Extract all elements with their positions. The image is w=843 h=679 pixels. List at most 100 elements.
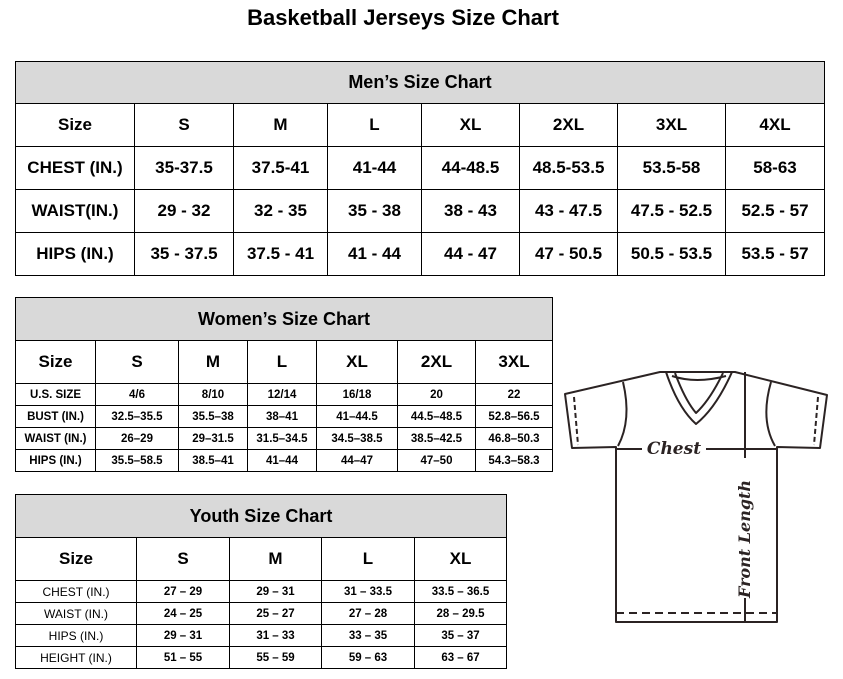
table-row: BUST (IN.) 32.5–35.5 35.5–38 38–41 41–44.5 44… (15, 405, 554, 428)
table-cell: 53.5 - 57 (725, 232, 825, 276)
header-row: Size S M L XL 2XL 3XL 4XL (15, 103, 825, 147)
mens-size-table: Men’s Size Chart Size S M L XL 2XL 3XL 4XL CHEST… (15, 61, 825, 276)
table-row: CHEST (IN.) 35-37.5 37.5-41 41-44 44-48.5 48.… (15, 146, 825, 190)
table-cell: 4XL (725, 103, 825, 147)
table-cell: 38 - 43 (421, 189, 520, 233)
table-cell: 41 - 44 (327, 232, 422, 276)
right-armhole (765, 381, 776, 447)
table-cell: 44 - 47 (421, 232, 520, 276)
chest-label: Chest (647, 439, 701, 459)
table-cell: S (136, 537, 230, 581)
youth-table-caption: Youth Size Chart (14, 494, 508, 538)
table-row: WAIST (IN.) 24 – 25 25 – 27 27 – 28 28 – 29.… (15, 602, 508, 625)
table-cell: XL (316, 340, 398, 384)
table-cell: 41–44 (247, 449, 317, 472)
row-label: WAIST (IN.) (15, 602, 137, 625)
table-cell: 3XL (474, 340, 554, 384)
collar-inner (674, 372, 724, 414)
table-cell: 54.3–58.3 (474, 449, 554, 472)
table-cell: 3XL (617, 103, 726, 147)
table-cell: 35 – 37 (413, 624, 508, 647)
row-label: HIPS (IN.) (15, 624, 137, 647)
youth-size-table: Youth Size Chart Size S M L XL CHEST (IN.) 27 … (14, 494, 508, 669)
table-row: HIPS (IN.) 35.5–58.5 38.5–41 41–44 44–47 47–5… (15, 449, 554, 472)
table-cell: XL (413, 537, 508, 581)
table-cell: 22 (474, 383, 554, 406)
table-cell: 27 – 29 (136, 580, 230, 603)
table-cell: 32 - 35 (233, 189, 328, 233)
table-cell: 41-44 (327, 146, 422, 190)
table-cell: 41–44.5 (316, 405, 398, 428)
table-cell: 25 – 27 (229, 602, 322, 625)
table-cell: 63 – 67 (413, 646, 508, 669)
table-cell: 47–50 (397, 449, 476, 472)
table-cell: S (95, 340, 179, 384)
row-label: Size (15, 103, 135, 147)
table-cell: 46.8–50.3 (474, 427, 554, 450)
row-label: U.S. SIZE (15, 383, 96, 406)
collar-outer (665, 371, 733, 425)
table-cell: 38.5–41 (178, 449, 248, 472)
row-label: HIPS (IN.) (15, 232, 135, 276)
table-cell: 43 - 47.5 (519, 189, 618, 233)
table-row: CHEST (IN.) 27 – 29 29 – 31 31 – 33.5 33.5 –… (15, 580, 508, 603)
womens-size-table: Women’s Size Chart Size S M L XL 2XL 3XL U.S. S… (14, 297, 554, 472)
table-cell: 31 – 33.5 (321, 580, 415, 603)
table-row: HEIGHT (IN.) 51 – 55 55 – 59 59 – 63 63 – 67 (15, 646, 508, 669)
mens-table-caption: Men’s Size Chart (15, 61, 825, 104)
table-cell: M (233, 103, 328, 147)
shirt-outline (564, 371, 828, 623)
table-cell: 20 (397, 383, 476, 406)
table-row: HIPS (IN.) 29 – 31 31 – 33 33 – 35 35 – 37 (15, 624, 508, 647)
table-cell: 4/6 (95, 383, 179, 406)
table-cell: 44-48.5 (421, 146, 520, 190)
table-cell: 47.5 - 52.5 (617, 189, 726, 233)
page-title: Basketball Jerseys Size Chart (247, 5, 559, 30)
table-cell: 33 – 35 (321, 624, 415, 647)
header-row: Size S M L XL 2XL 3XL (15, 340, 554, 384)
table-cell: 59 – 63 (321, 646, 415, 669)
front-length-label: Front Length (735, 480, 754, 599)
table-cell: 50.5 - 53.5 (617, 232, 726, 276)
row-label: Size (15, 537, 137, 581)
table-cell: 51 – 55 (136, 646, 230, 669)
table-cell: 48.5-53.5 (519, 146, 618, 190)
table-row: U.S. SIZE 4/6 8/10 12/14 16/18 20 22 (15, 383, 554, 406)
table-cell: 32.5–35.5 (95, 405, 179, 428)
table-cell: 35 - 38 (327, 189, 422, 233)
table-cell: 12/14 (247, 383, 317, 406)
table-cell: 38–41 (247, 405, 317, 428)
left-armhole (617, 381, 628, 447)
table-cell: 37.5-41 (233, 146, 328, 190)
row-label: HEIGHT (IN.) (15, 646, 137, 669)
table-cell: 24 – 25 (136, 602, 230, 625)
table-cell: 35.5–38 (178, 405, 248, 428)
table-cell: XL (421, 103, 520, 147)
table-cell: 29 – 31 (136, 624, 230, 647)
row-label: BUST (IN.) (15, 405, 96, 428)
table-cell: 31 – 33 (229, 624, 322, 647)
table-cell: 27 – 28 (321, 602, 415, 625)
table-cell: 8/10 (178, 383, 248, 406)
row-label: WAIST(IN.) (15, 189, 135, 233)
row-label: CHEST (IN.) (15, 146, 135, 190)
table-cell: 47 - 50.5 (519, 232, 618, 276)
table-cell: 52.5 - 57 (725, 189, 825, 233)
table-cell: 29–31.5 (178, 427, 248, 450)
table-cell: 16/18 (316, 383, 398, 406)
jersey-diagram: Chest Front Length (564, 371, 828, 623)
table-cell: M (229, 537, 322, 581)
table-cell: 44.5–48.5 (397, 405, 476, 428)
row-label: HIPS (IN.) (15, 449, 96, 472)
table-row: WAIST(IN.) 29 - 32 32 - 35 35 - 38 38 - 43 43… (15, 189, 825, 233)
table-cell: M (178, 340, 248, 384)
table-row: HIPS (IN.) 35 - 37.5 37.5 - 41 41 - 44 44 - … (15, 232, 825, 276)
table-cell: 55 – 59 (229, 646, 322, 669)
header-row: Size S M L XL (15, 537, 508, 581)
table-cell: 35-37.5 (134, 146, 234, 190)
table-cell: 53.5-58 (617, 146, 726, 190)
row-label: WAIST (IN.) (15, 427, 96, 450)
table-cell: 35 - 37.5 (134, 232, 234, 276)
table-row: WAIST (IN.) 26–29 29–31.5 31.5–34.5 34.5–38.… (15, 427, 554, 450)
table-cell: 44–47 (316, 449, 398, 472)
